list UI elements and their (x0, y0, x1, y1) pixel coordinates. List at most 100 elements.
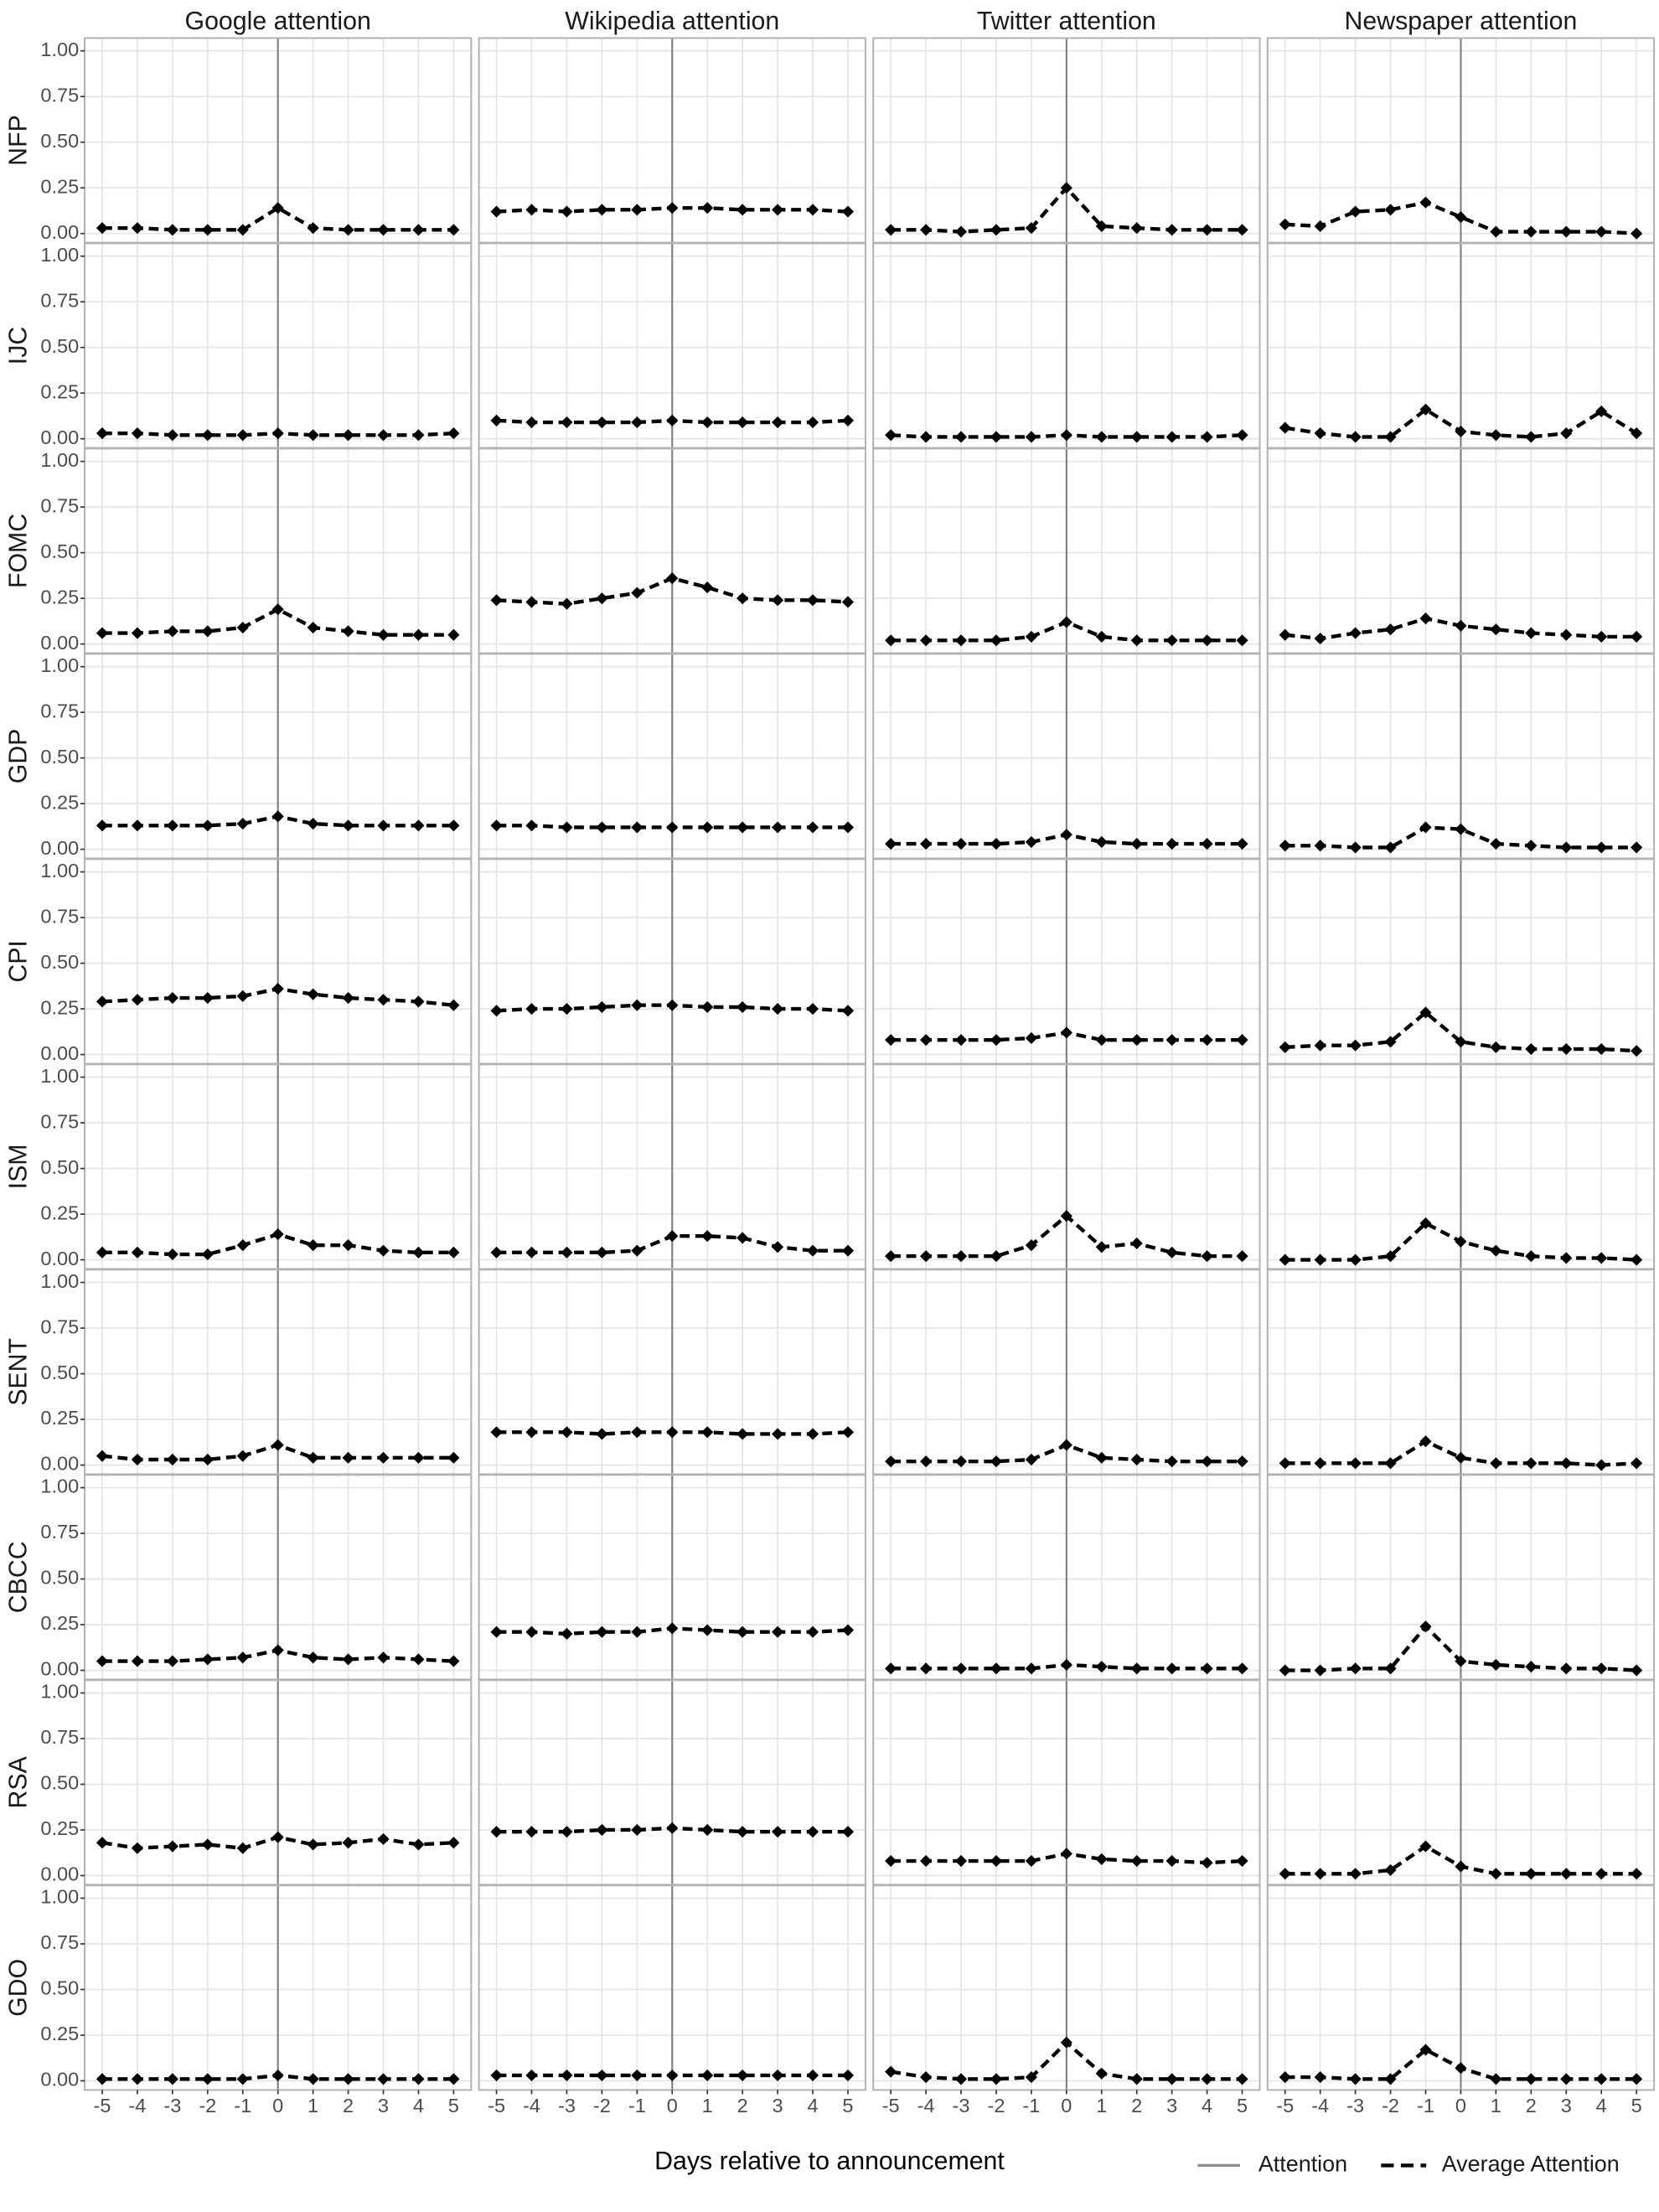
average-point (841, 205, 855, 218)
average-point (1595, 841, 1608, 854)
average-point (885, 838, 897, 850)
average-point (1095, 835, 1108, 848)
row-label: RSA (5, 1755, 33, 1808)
average-point (412, 628, 425, 641)
average-point (1095, 1661, 1108, 1673)
average-point (236, 224, 249, 236)
y-tick-label: 0.75 (40, 700, 79, 721)
average-point (1384, 1250, 1397, 1263)
average-point (447, 1246, 460, 1258)
average-point (806, 1244, 819, 1257)
average-point (841, 1244, 855, 1257)
average-point (166, 991, 178, 1005)
average-point (342, 991, 354, 1005)
average-point (701, 416, 714, 429)
y-tick-label: 0.25 (40, 1817, 79, 1839)
average-point (525, 1625, 538, 1638)
average-point (307, 1651, 319, 1664)
x-tick-label: 0 (272, 2095, 283, 2116)
average-point (377, 1832, 390, 1845)
average-point (1419, 1620, 1432, 1633)
average-point (1455, 619, 1467, 632)
average-point (596, 1246, 608, 1258)
y-tick-label: 0.25 (40, 380, 79, 402)
average-point (1490, 1457, 1502, 1470)
average-point (631, 1823, 643, 1837)
average-point (1384, 2073, 1397, 2085)
average-point (201, 1653, 214, 1666)
x-tick-label: 5 (448, 2095, 459, 2116)
x-tick-label: -5 (488, 2095, 505, 2116)
average-point (885, 429, 897, 442)
average-point (1595, 405, 1608, 418)
average-point (1455, 1036, 1467, 1048)
x-tick-label: -2 (988, 2095, 1005, 2116)
y-tick-label: 0.00 (40, 221, 79, 243)
average-point (1560, 628, 1573, 641)
y-tick-label: 0.00 (40, 1658, 79, 1680)
average-point (1349, 841, 1362, 854)
y-tick-label: 0.75 (40, 494, 79, 516)
average-point (990, 1662, 1003, 1675)
average-point (1631, 630, 1643, 643)
average-point (736, 821, 749, 834)
average-point (1631, 2073, 1643, 2085)
average-point (236, 990, 249, 1002)
average-point (1490, 1868, 1502, 1880)
average-point (201, 1453, 214, 1466)
average-point (1525, 1042, 1538, 1056)
average-point (1455, 2062, 1467, 2075)
average-point (1419, 821, 1432, 834)
row-label: ISM (5, 1144, 33, 1189)
average-point (631, 821, 643, 834)
average-point (1490, 225, 1502, 238)
average-point (631, 1625, 643, 1638)
average-point (701, 581, 714, 594)
average-line (1284, 825, 1637, 850)
x-tick-label: 4 (807, 2095, 818, 2116)
average-point (1595, 1042, 1608, 1056)
average-point (1025, 1453, 1037, 1466)
average-point (131, 819, 143, 832)
x-tick-label: -3 (558, 2095, 576, 2116)
average-point (841, 414, 855, 426)
y-tick-label: 0.25 (40, 791, 79, 813)
average-point (841, 1624, 855, 1636)
average-point (885, 1662, 897, 1675)
average-point (561, 1426, 573, 1439)
average-point (1525, 1661, 1538, 1673)
average-point (236, 818, 249, 830)
average-point (561, 1627, 573, 1640)
average-point (1165, 1854, 1178, 1868)
average-point (920, 2071, 933, 2084)
average-point (772, 1241, 784, 1253)
average-point (701, 1426, 714, 1439)
average-point (307, 988, 319, 1000)
average-point (377, 994, 390, 1006)
average-point (271, 427, 284, 440)
x-tick-label: 1 (1096, 2095, 1107, 2116)
y-tick-label: 1.00 (40, 1886, 79, 1908)
y-tick-label: 0.50 (40, 746, 79, 767)
average-point (1165, 838, 1178, 850)
x-tick-label: -1 (1022, 2095, 1040, 2116)
average-point (666, 1622, 679, 1635)
average-point (271, 1831, 284, 1843)
average-line (1284, 200, 1637, 235)
average-point (1525, 431, 1538, 443)
average-point (1201, 1250, 1213, 1263)
x-tick-label: 3 (1166, 2095, 1177, 2116)
average-point (166, 2073, 178, 2085)
average-point (841, 1426, 855, 1439)
average-point (885, 224, 897, 236)
x-tick-label: 2 (737, 2095, 748, 2116)
average-point (885, 1250, 897, 1263)
average-point (666, 1426, 679, 1439)
average-point (885, 2065, 897, 2078)
average-point (736, 1232, 749, 1244)
average-point (954, 431, 968, 443)
average-point (96, 1450, 109, 1462)
average-point (920, 1034, 933, 1047)
y-tick-label: 0.25 (40, 1407, 79, 1429)
average-point (1595, 225, 1608, 238)
